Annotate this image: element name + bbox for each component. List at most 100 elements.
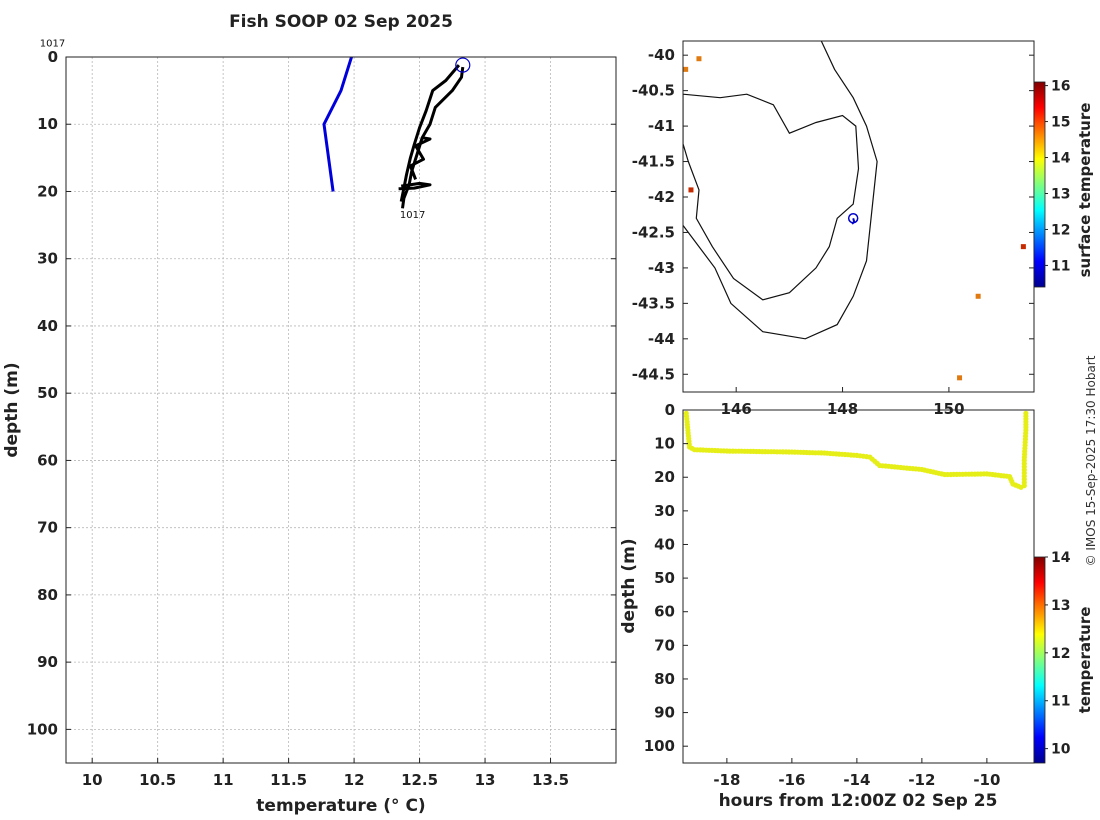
section-colorbar-tick-label: 14 [1051, 550, 1071, 566]
map-y-tick-label: -43 [648, 259, 675, 277]
section-colorbar-label: temperature [1076, 607, 1094, 714]
profile-series-line [408, 136, 432, 180]
map-y-tick-label: -44.5 [632, 365, 675, 383]
map-y-ticks: -40 -40.5 -41 -41.5 -42 -42.5 -43 -43.5 -44 -44.5 [632, 46, 1034, 383]
profile-x-ticks: 10 10.5 11 11.5 12 12.5 13 13.5 [82, 758, 569, 789]
profile-y-tick-label: 10 [37, 115, 58, 133]
profile-y-tick-label: 60 [37, 451, 58, 469]
section-data-point [1023, 410, 1029, 416]
map-y-tick-label: -42 [648, 188, 675, 206]
profile-y-tick-label: 80 [37, 586, 58, 604]
profile-grid [66, 56, 616, 763]
map-colorbar-ticks: 11 12 13 14 15 16 [1045, 79, 1071, 274]
profile-x-tick-label: 12 [344, 771, 365, 789]
profile-y-tick-label: 50 [37, 384, 58, 402]
map-content [683, 41, 1026, 381]
map-colorbar-tick-label: 16 [1051, 79, 1070, 95]
section-y-tick-label: 30 [654, 502, 675, 520]
map-x-ticks: 146 148 150 [721, 387, 965, 418]
map-sst-pixel [1020, 244, 1026, 250]
map-sst-pixel [696, 56, 702, 62]
profile-y-tick-label: 90 [37, 653, 58, 671]
profile-x-tick-label: 11 [213, 771, 234, 789]
section-content [683, 410, 1029, 490]
profile-x-tick-label: 13 [475, 771, 496, 789]
section-colorbar-tick-label: 10 [1051, 742, 1071, 758]
profile-annotation-label: 1017 [400, 210, 425, 221]
profile-y-tick-label: 20 [37, 182, 58, 200]
map-colorbar-tick-label: 11 [1051, 258, 1070, 274]
profile-frame [65, 56, 617, 764]
profile-x-label: temperature (° C) [256, 796, 425, 816]
profile-y-tick-label: 70 [37, 519, 58, 537]
section-y-tick-label: 100 [644, 737, 675, 755]
section-x-ticks: -18 -16 -14 -12 -10 [713, 758, 1000, 789]
map-colorbar-tick-label: 14 [1051, 151, 1071, 167]
credit-text: © IMOS 15-Sep-2025 17:30 Hobart [1084, 355, 1098, 566]
section-y-tick-label: 70 [654, 636, 675, 654]
map-colorbar-tick-label: 13 [1051, 186, 1070, 202]
section-colorbar-tick-label: 11 [1051, 694, 1070, 710]
map-colorbar-label: surface temperature [1076, 103, 1094, 278]
section-y-tick-label: 90 [654, 704, 675, 722]
section-x-tick-label: -14 [843, 771, 870, 789]
map-x-tick-label: 150 [933, 400, 964, 418]
section-y-tick-label: 40 [654, 535, 675, 553]
map-plot: 146 148 150 -40 -40.5 -41 -41.5 -42 -42.5 -43 -43… [632, 40, 1094, 418]
profile-x-tick-label: 10 [82, 771, 103, 789]
profile-y-tick-label: 100 [27, 720, 58, 738]
profile-series-line [399, 64, 461, 202]
map-background [683, 41, 1034, 392]
map-coastline [683, 93, 860, 301]
map-y-tick-label: -40.5 [632, 82, 675, 100]
section-plot: -18 -16 -14 -12 -10 0 10 20 30 40 50 60 70 80 90 100 h… [619, 401, 1094, 811]
map-y-tick-label: -44 [648, 330, 675, 348]
map-sst-pixel [975, 293, 981, 299]
section-y-tick-label: 20 [654, 468, 675, 486]
map-y-tick-label: -42.5 [632, 223, 675, 241]
section-x-tick-label: -10 [973, 771, 1000, 789]
profile-series-line [398, 181, 432, 191]
profile-y-tick-label: 0 [48, 48, 58, 66]
map-y-tick-label: -43.5 [632, 294, 675, 312]
profile-annotations: 1017 1017 [40, 39, 426, 221]
section-x-label: hours from 12:00Z 02 Sep 25 [719, 791, 998, 811]
figure-title: Fish SOOP 02 Sep 2025 [229, 12, 453, 32]
map-colorbar-tick-label: 15 [1051, 115, 1070, 131]
profile-series [322, 57, 471, 209]
section-x-tick-label: -18 [713, 771, 740, 789]
map-colorbar-tick-label: 12 [1051, 222, 1070, 238]
section-y-tick-label: 60 [654, 603, 675, 621]
profile-y-ticks: 0 10 20 30 40 50 60 70 80 90 100 [27, 48, 616, 738]
profile-y-tick-label: 40 [37, 317, 58, 335]
section-colorbar-tick-label: 13 [1051, 598, 1070, 614]
section-colorbar-tick-label: 12 [1051, 646, 1070, 662]
map-sst-pixel [683, 66, 689, 72]
section-y-ticks: 0 10 20 30 40 50 60 70 80 90 100 [644, 401, 688, 755]
map-sst-pixel [688, 187, 694, 193]
section-x-tick-label: -16 [778, 771, 805, 789]
profile-y-tick-label: 30 [37, 250, 58, 268]
profile-x-tick-label: 11.5 [270, 771, 307, 789]
profile-x-tick-label: 10.5 [139, 771, 176, 789]
profile-surface-marker [455, 57, 471, 73]
map-y-tick-label: -40 [648, 46, 675, 64]
section-frame [682, 409, 1035, 764]
section-y-tick-label: 50 [654, 569, 675, 587]
map-position-marker [847, 213, 859, 224]
profile-x-tick-label: 12.5 [401, 771, 438, 789]
section-y-tick-label: 80 [654, 670, 675, 688]
section-colorbar [1033, 556, 1046, 764]
map-y-tick-label: -41.5 [632, 153, 675, 171]
profile-x-tick-label: 13.5 [532, 771, 569, 789]
profile-y-label: depth (m) [2, 362, 22, 457]
section-y-label: depth (m) [619, 538, 639, 633]
map-shelf-contour [683, 41, 878, 340]
profile-series-line [322, 57, 353, 192]
section-y-tick-label: 0 [665, 401, 675, 419]
profile-plot: 10 10.5 11 11.5 12 12.5 13 13.5 0 10 20 30 40 50 60 70… [2, 39, 617, 816]
section-colorbar-ticks: 10 11 12 13 14 [1045, 550, 1071, 758]
map-y-tick-label: -41 [648, 117, 675, 135]
section-x-tick-label: -12 [908, 771, 935, 789]
